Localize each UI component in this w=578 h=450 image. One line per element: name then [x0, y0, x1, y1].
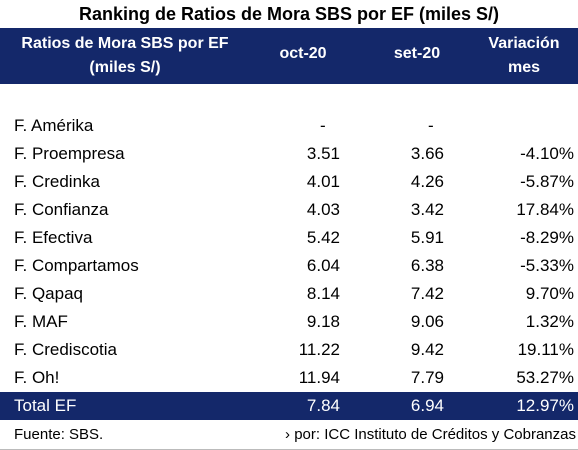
source-note: Fuente: SBS.: [14, 426, 104, 443]
table-body: F. Amérika - - F. Proempresa 3.51 3.66 -…: [0, 112, 578, 392]
row-set: 9.06: [410, 312, 444, 331]
header-entity-line1: Ratios de Mora SBS por EF: [21, 35, 229, 52]
total-set: 6.94: [410, 396, 444, 415]
header-entity: Ratios de Mora SBS por EF (miles S/): [0, 32, 250, 80]
row-entity: F. Efectiva: [14, 228, 93, 247]
table-row: F. Proempresa 3.51 3.66 -4.10%: [0, 140, 578, 168]
table-row: F. Compartamos 6.04 6.38 -5.33%: [0, 252, 578, 280]
row-set: 5.91: [410, 228, 444, 247]
row-oct: 8.14: [306, 284, 340, 303]
row-entity: F. Oh!: [14, 368, 60, 387]
row-variation: 19.11%: [517, 340, 574, 359]
row-variation: 53.27%: [516, 368, 574, 387]
row-set: 9.42: [410, 340, 444, 359]
table-row: F. Crediscotia 11.22 9.42 19.11%: [0, 336, 578, 364]
row-set: 7.42: [410, 284, 444, 303]
row-set: 3.42: [410, 200, 444, 219]
header-set: set-20: [393, 45, 441, 62]
row-set: 6.38: [410, 256, 444, 275]
total-row: Total EF 7.84 6.94 12.97%: [0, 392, 578, 420]
row-entity: F. Crediscotia: [14, 340, 117, 359]
header-entity-line2: (miles S/): [89, 59, 161, 76]
row-entity: F. Amérika: [14, 116, 94, 135]
table-row: F. Credinka 4.01 4.26 -5.87%: [0, 168, 578, 196]
table-row: F. MAF 9.18 9.06 1.32%: [0, 308, 578, 336]
row-oct: 3.51: [306, 144, 340, 163]
row-variation: 9.70%: [525, 284, 574, 303]
row-variation: 17.84%: [516, 200, 574, 219]
table-header: Ratios de Mora SBS por EF (miles S/) oct…: [0, 28, 578, 84]
total-oct: 7.84: [306, 396, 340, 415]
row-variation: -4.10%: [520, 144, 574, 163]
footer: Fuente: SBS. › por: ICC Instituto de Cré…: [0, 420, 578, 450]
row-entity: F. Confianza: [14, 200, 109, 219]
row-variation: -8.29%: [520, 228, 574, 247]
row-variation: -5.33%: [520, 256, 574, 275]
row-variation: -5.87%: [520, 172, 574, 191]
row-oct: 4.03: [306, 200, 340, 219]
row-entity: F. Proempresa: [14, 144, 125, 163]
table-row: F. Efectiva 5.42 5.91 -8.29%: [0, 224, 578, 252]
table-row: F. Qapaq 8.14 7.42 9.70%: [0, 280, 578, 308]
total-label: Total EF: [14, 396, 77, 415]
row-set: 4.26: [410, 172, 444, 191]
row-oct: -: [320, 116, 326, 135]
table-row: F. Amérika - -: [0, 112, 578, 140]
table-row: F. Oh! 11.94 7.79 53.27%: [0, 364, 578, 392]
row-oct: 4.01: [306, 172, 340, 191]
row-entity: F. Qapaq: [14, 284, 83, 303]
row-oct: 11.22: [298, 340, 340, 359]
row-entity: F. Compartamos: [14, 256, 139, 275]
table-title: Ranking de Ratios de Mora SBS por EF (mi…: [78, 4, 500, 24]
total-variation: 12.97%: [516, 396, 574, 415]
row-set: 3.66: [410, 144, 444, 163]
row-oct: 11.94: [298, 368, 340, 387]
header-variation: Variación mes: [476, 32, 572, 80]
row-entity: F. MAF: [14, 312, 68, 331]
row-entity: F. Credinka: [14, 172, 100, 191]
row-oct: 9.18: [306, 312, 340, 331]
header-variation-line2: mes: [507, 59, 541, 76]
prepared-by-note: › por: ICC Instituto de Créditos y Cobra…: [285, 426, 576, 443]
row-oct: 5.42: [306, 228, 340, 247]
table-row: F. Confianza 4.03 3.42 17.84%: [0, 196, 578, 224]
row-set: 7.79: [410, 368, 444, 387]
header-oct: oct-20: [279, 45, 327, 62]
row-set: -: [428, 116, 434, 135]
header-variation-line1: Variación: [488, 35, 560, 52]
row-oct: 6.04: [306, 256, 340, 275]
row-variation: 1.32%: [525, 312, 574, 331]
